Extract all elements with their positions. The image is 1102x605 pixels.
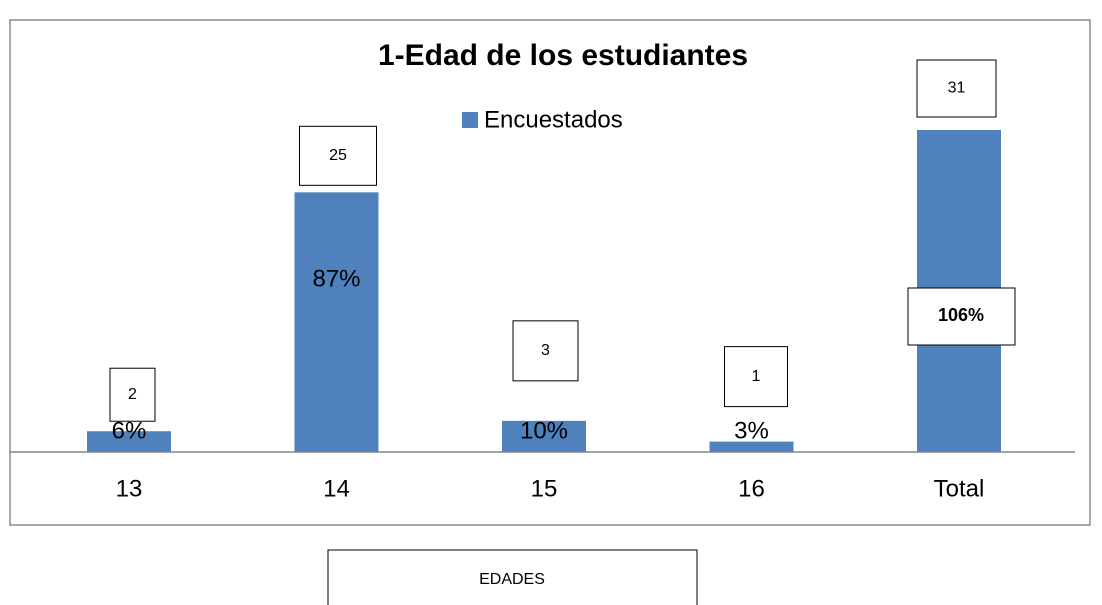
x-label-box bbox=[327, 549, 698, 605]
data-label: 25 bbox=[329, 147, 347, 164]
x-tick-label: Total bbox=[934, 475, 985, 502]
bar bbox=[87, 431, 171, 452]
annotation: 87% bbox=[312, 265, 360, 292]
legend-label: Encuestados bbox=[484, 106, 623, 133]
data-label: 1 bbox=[752, 368, 761, 385]
x-tick-label: 15 bbox=[531, 475, 558, 502]
annotation: 6% bbox=[112, 417, 147, 444]
annotation: 3% bbox=[734, 417, 769, 444]
annotation: 10% bbox=[520, 417, 568, 444]
x-tick-label: 14 bbox=[323, 475, 350, 502]
data-label-box bbox=[512, 320, 579, 382]
chart-title: 1-Edad de los estudiantes bbox=[378, 39, 748, 72]
annotation-box bbox=[907, 287, 1016, 346]
data-label-box bbox=[724, 346, 788, 408]
annotation: 106% bbox=[938, 305, 984, 325]
legend-swatch bbox=[462, 112, 478, 128]
data-label-box bbox=[109, 367, 156, 422]
data-label: 31 bbox=[948, 80, 966, 97]
data-label-box bbox=[299, 125, 377, 186]
bar bbox=[502, 420, 586, 452]
x-tick-label: 16 bbox=[738, 475, 765, 502]
data-label: 3 bbox=[541, 342, 550, 359]
bar bbox=[294, 192, 379, 453]
data-label: 2 bbox=[128, 386, 137, 403]
x-axis-label: EDADES bbox=[479, 571, 545, 588]
x-tick-label: 13 bbox=[116, 475, 143, 502]
data-label-box bbox=[916, 59, 997, 118]
bar bbox=[709, 441, 794, 452]
